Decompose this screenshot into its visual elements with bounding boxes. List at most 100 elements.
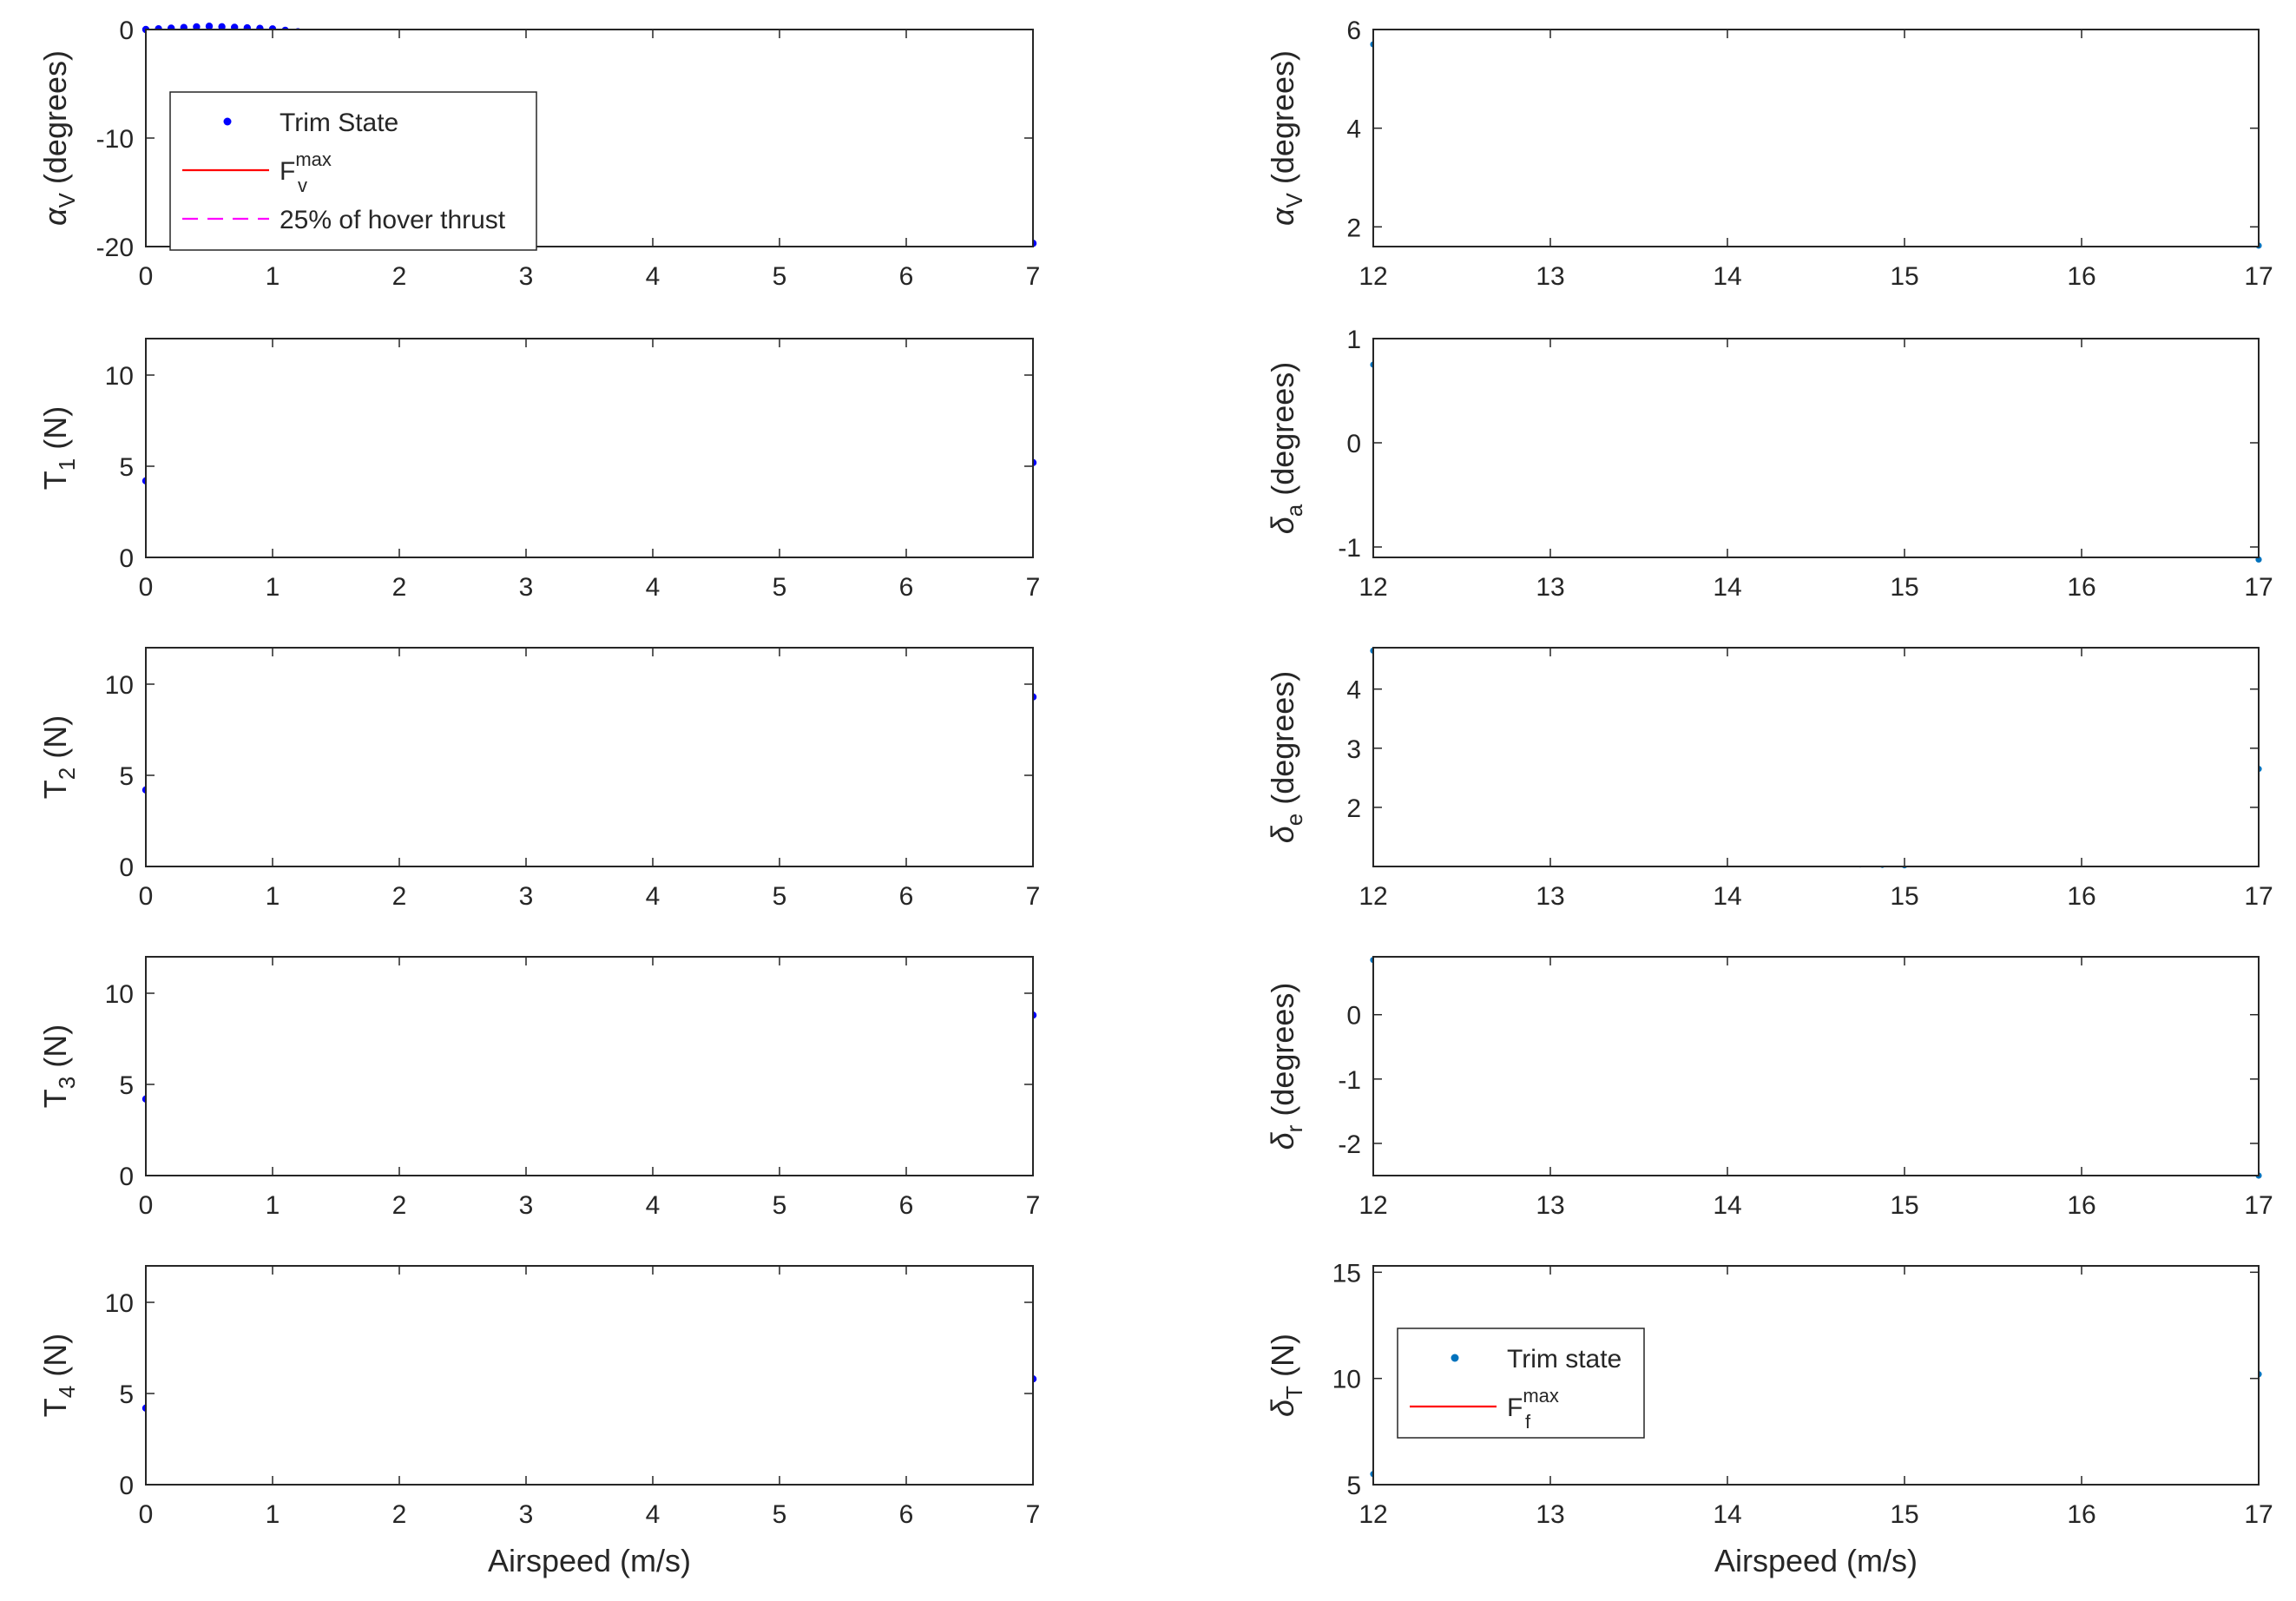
x-tick-label: 1: [266, 573, 280, 602]
y-tick-label: 0: [119, 1163, 134, 1191]
x-tick-label: 13: [1536, 882, 1564, 911]
y-axis-label: T4 (N): [37, 1334, 80, 1417]
chart-t2: 0 1 2 3 4 5 6 7 0 5 10 T2 (N): [37, 647, 1041, 911]
axes-box: [145, 647, 1034, 867]
x-tick-label: 13: [1536, 1500, 1564, 1529]
chart-delta-a: 12 13 14 15 16 17 -1 0 1 δa (degrees): [1265, 326, 2273, 602]
y-tick-label: 4: [1346, 115, 1361, 144]
x-tick-label: 7: [1026, 882, 1041, 911]
axes-box: [145, 338, 1034, 558]
axes-box: [1372, 956, 2260, 1176]
legend-label: Trim State: [280, 109, 398, 137]
y-axis-label: T3 (N): [37, 1025, 80, 1108]
y-tick-label: 0: [119, 16, 134, 45]
legend-label: Trim state: [1507, 1345, 1622, 1374]
x-tick-label: 14: [1713, 882, 1741, 911]
axes-box: [145, 1265, 1034, 1486]
x-tick-label: 7: [1026, 262, 1041, 291]
x-axis-label: Airspeed (m/s): [488, 1543, 691, 1578]
x-tick-label: 14: [1713, 1500, 1741, 1529]
x-tick-label: 6: [899, 573, 914, 602]
x-tick-label: 2: [392, 1191, 407, 1220]
x-tick-label: 0: [139, 262, 154, 291]
x-tick-label: 2: [392, 573, 407, 602]
x-tick-label: 6: [899, 262, 914, 291]
x-tick-label: 6: [899, 882, 914, 911]
x-tick-label: 1: [266, 262, 280, 291]
y-tick-label: -2: [1338, 1130, 1361, 1159]
x-tick-label: 0: [139, 1500, 154, 1529]
x-tick-label: 7: [1026, 573, 1041, 602]
y-tick-label: 5: [119, 1071, 134, 1100]
data-point: [205, 23, 214, 30]
axes-box: [1372, 647, 2260, 867]
y-tick-label: 0: [1346, 1002, 1361, 1031]
x-tick-label: 16: [2067, 1500, 2095, 1529]
y-tick-label: 2: [1346, 794, 1361, 823]
x-tick-label: 3: [519, 1191, 534, 1220]
x-tick-label: 17: [2244, 573, 2273, 602]
chart-delta-t: 12 13 14 15 16 17 5 10 15 δT (N) Airspeed (m/s) Tri…: [1265, 1259, 2273, 1578]
x-tick-label: 3: [519, 262, 534, 291]
x-tick-label: 4: [646, 1191, 661, 1220]
x-tick-label: 2: [392, 1500, 407, 1529]
x-tick-label: 17: [2244, 1191, 2273, 1220]
chart-alpha-v-low: 0 1 2 3 4 5 6 7 -20 -10 0 αV (degrees) Trim State Fma…: [37, 16, 1040, 291]
y-axis-label: αV (degrees): [37, 50, 80, 226]
y-axis-label: T1 (N): [37, 406, 80, 490]
y-tick-label: 5: [1346, 1472, 1361, 1500]
y-axis-label: T2 (N): [37, 715, 80, 799]
y-axis-label: δe (degrees): [1265, 671, 1307, 844]
y-axis-label: δT (N): [1265, 1334, 1307, 1417]
axes-box: [1372, 338, 2260, 558]
x-tick-label: 2: [392, 262, 407, 291]
data-point: [218, 23, 226, 31]
y-tick-label: -1: [1338, 534, 1361, 563]
legend-label: Fmax f: [1507, 1385, 1559, 1433]
x-tick-label: 1: [266, 1500, 280, 1529]
x-tick-label: 3: [519, 573, 534, 602]
x-tick-label: 14: [1713, 1191, 1741, 1220]
y-tick-label: 0: [119, 544, 134, 573]
y-tick-label: 0: [1346, 430, 1361, 458]
y-tick-label: 10: [105, 1289, 134, 1318]
y-tick-label: -20: [96, 234, 134, 262]
x-tick-label: 5: [773, 882, 787, 911]
x-tick-label: 14: [1713, 262, 1741, 291]
x-tick-label: 1: [266, 1191, 280, 1220]
y-axis-label: δr (degrees): [1265, 983, 1307, 1150]
x-tick-label: 17: [2244, 262, 2273, 291]
y-tick-label: 10: [105, 362, 134, 391]
y-tick-label: -1: [1338, 1066, 1361, 1095]
x-tick-label: 15: [1890, 882, 1918, 911]
x-tick-label: 5: [773, 262, 787, 291]
y-tick-label: 0: [119, 853, 134, 882]
x-tick-label: 12: [1359, 882, 1387, 911]
x-tick-label: 4: [646, 262, 661, 291]
legend: Trim state Fmax f: [1397, 1328, 1645, 1439]
y-tick-label: 0: [119, 1472, 134, 1500]
axes-box: [145, 956, 1034, 1176]
x-tick-label: 0: [139, 882, 154, 911]
y-tick-label: 10: [105, 671, 134, 700]
x-tick-label: 0: [139, 1191, 154, 1220]
y-tick-label: 6: [1346, 16, 1361, 45]
x-tick-label: 4: [646, 573, 661, 602]
x-tick-label: 3: [519, 882, 534, 911]
x-tick-label: 17: [2244, 882, 2273, 911]
x-tick-label: 15: [1890, 573, 1918, 602]
x-tick-label: 1: [266, 882, 280, 911]
y-tick-label: -10: [96, 125, 134, 154]
x-tick-label: 12: [1359, 262, 1387, 291]
x-tick-label: 12: [1359, 573, 1387, 602]
x-tick-label: 0: [139, 573, 154, 602]
x-tick-label: 16: [2067, 262, 2095, 291]
chart-delta-e: 12 13 14 15 16 17 2 3 4 δe (degrees): [1265, 647, 2273, 911]
y-tick-label: 4: [1346, 676, 1361, 705]
chart-t3: 0 1 2 3 4 5 6 7 0 5 10 T3 (N): [37, 956, 1040, 1220]
legend-marker: [223, 117, 232, 126]
x-tick-label: 5: [773, 1500, 787, 1529]
y-tick-label: 5: [119, 1380, 134, 1409]
y-tick-label: 3: [1346, 735, 1361, 764]
